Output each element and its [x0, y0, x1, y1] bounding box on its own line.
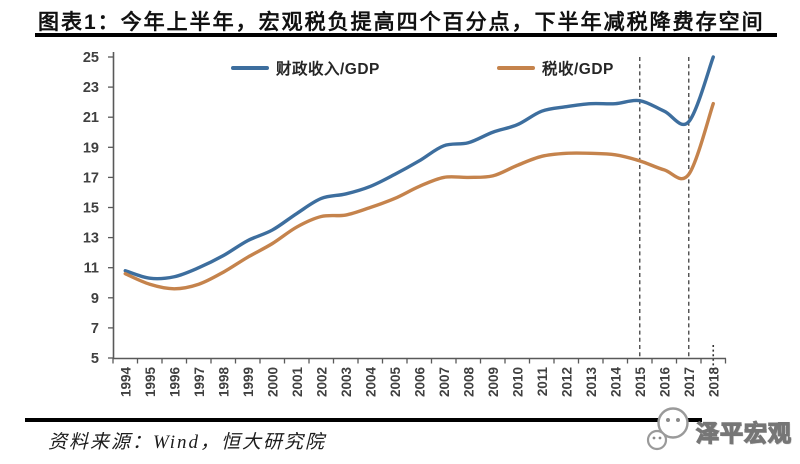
x-tick-label: 2005 [388, 367, 403, 398]
x-tick-label: 2002 [314, 367, 329, 397]
x-tick-label: 2014 [608, 367, 623, 398]
title-divider [35, 33, 777, 37]
chat-bubbles-icon [646, 407, 689, 451]
legend-line-swatch-orange [497, 66, 535, 70]
x-tick-label: 2011 [535, 367, 550, 397]
legend-label-tax: 税收/GDP [542, 61, 614, 78]
legend-label-fiscal-revenue: 财政收入/GDP [276, 61, 380, 78]
watermark-text: 泽平宏观 [695, 419, 792, 446]
x-tick-label: 2010 [510, 367, 525, 397]
y-tick-label: 9 [91, 291, 99, 307]
x-tick-label: 2008 [461, 367, 476, 398]
series-line-0 [123, 55, 715, 281]
x-tick-label: 2004 [363, 367, 378, 398]
y-tick-label: 15 [83, 201, 99, 217]
y-tick-label: 13 [83, 231, 99, 247]
x-tick-label: 1997 [192, 367, 207, 397]
y-tick-label: 17 [83, 170, 99, 186]
watermark-logo: 泽平宏观 [646, 398, 796, 458]
legend-item-tax: 税收/GDP [497, 58, 614, 78]
x-tick-label: 2007 [437, 367, 452, 397]
source-note: 资料来源：Wind，恒大研究院 [48, 432, 327, 453]
x-tick-label: 2015 [633, 367, 648, 398]
x-tick-label: 1996 [167, 367, 182, 398]
x-tick-label: 1999 [241, 367, 256, 397]
y-tick-label: 25 [83, 50, 99, 66]
x-tick-label: 1994 [118, 367, 133, 398]
x-tick-label: 2018 [706, 367, 721, 398]
x-tick-label: 2001 [290, 367, 305, 398]
x-tick-label: 2012 [559, 367, 574, 397]
chart-legend: 财政收入/GDP 税收/GDP [0, 58, 800, 78]
legend-line-swatch-blue [231, 66, 269, 70]
x-tick-label: 2006 [412, 367, 427, 398]
chart-title: 图表1：今年上半年，宏观税负提高四个百分点，下半年减税降费存空间 [38, 11, 765, 34]
y-tick-label: 19 [83, 140, 99, 156]
series-line-1 [123, 101, 715, 291]
footer-divider [25, 418, 702, 422]
y-tick-label: 23 [83, 80, 99, 96]
x-tick-label: 2016 [657, 367, 672, 398]
y-tick-label: 7 [91, 321, 99, 337]
x-tick-label: 1995 [143, 367, 158, 398]
x-tick-label: 2003 [339, 367, 354, 398]
x-tick-label: 2000 [265, 367, 280, 397]
legend-item-fiscal-revenue: 财政收入/GDP [231, 58, 380, 78]
x-tick-label: 2009 [486, 367, 501, 397]
x-tick-label: 2017 [682, 367, 697, 397]
y-tick-label: 11 [84, 261, 99, 277]
x-tick-label: 2013 [584, 367, 599, 398]
x-tick-label: 1998 [216, 367, 231, 398]
y-tick-label: 5 [91, 351, 99, 367]
y-tick-label: 21 [83, 110, 99, 126]
